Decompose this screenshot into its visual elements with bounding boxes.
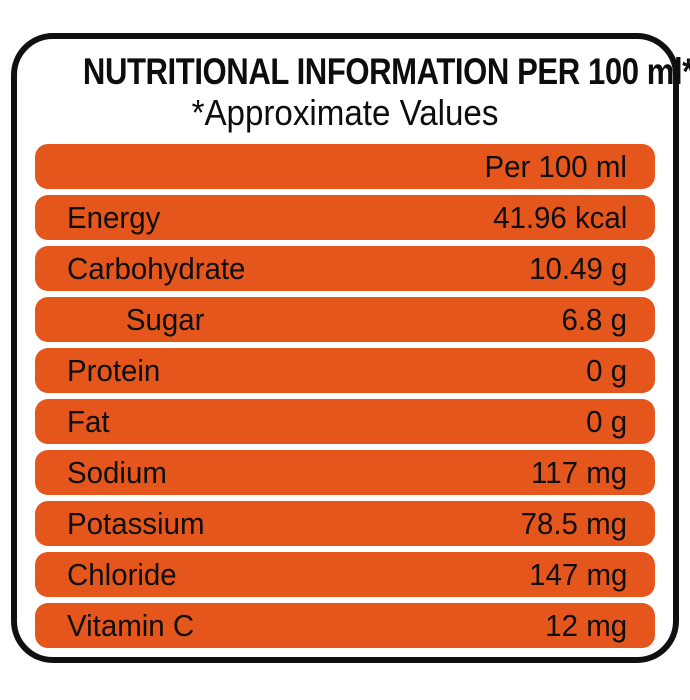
nutrient-value: 78.5 mg <box>520 505 627 541</box>
table-row: Potassium 78.5 mg <box>35 500 655 546</box>
nutrient-value: 6.8 g <box>561 301 627 337</box>
nutrient-value: 0 g <box>586 352 627 388</box>
nutrient-name: Sodium <box>67 454 167 490</box>
nutrient-name: Carbohydrate <box>67 250 246 286</box>
nutrient-value: 0 g <box>586 403 627 439</box>
nutrition-table: Per 100 ml Energy 41.96 kcal Carbohydrate 1… <box>33 143 657 648</box>
label-subtitle: *Approximate Values <box>191 91 499 133</box>
nutrient-name: Fat <box>67 403 110 439</box>
nutrient-name: Protein <box>67 352 161 388</box>
table-row: Sugar 6.8 g <box>35 296 655 342</box>
nutrition-label-card: NUTRITIONAL INFORMATION PER 100 ml* *App… <box>11 33 690 663</box>
nutrient-value: 41.96 kcal <box>492 199 627 235</box>
nutrient-value: 117 mg <box>530 454 627 490</box>
nutrient-name: Vitamin C <box>67 607 195 643</box>
nutrient-name: Chloride <box>67 556 177 592</box>
column-header-row: Per 100 ml <box>35 143 655 189</box>
label-title: NUTRITIONAL INFORMATION PER 100 ml* <box>82 51 690 92</box>
nutrient-name: Potassium <box>67 505 205 541</box>
table-row: Vitamin C 12 mg <box>35 602 655 648</box>
table-row: Protein 0 g <box>35 347 655 393</box>
table-row: Sodium 117 mg <box>35 449 655 495</box>
label-header: NUTRITIONAL INFORMATION PER 100 ml* *App… <box>33 51 690 133</box>
nutrient-value: 10.49 g <box>528 250 627 286</box>
table-row: Chloride 147 mg <box>35 551 655 597</box>
table-row: Fat 0 g <box>35 398 655 444</box>
column-header-label: Per 100 ml <box>484 148 627 184</box>
table-row: Energy 41.96 kcal <box>35 194 655 240</box>
nutrient-value: 147 mg <box>528 556 627 592</box>
nutrient-value: 12 mg <box>545 607 627 643</box>
nutrient-name: Sugar <box>125 301 205 337</box>
table-row: Carbohydrate 10.49 g <box>35 245 655 291</box>
nutrient-name: Energy <box>67 199 161 235</box>
